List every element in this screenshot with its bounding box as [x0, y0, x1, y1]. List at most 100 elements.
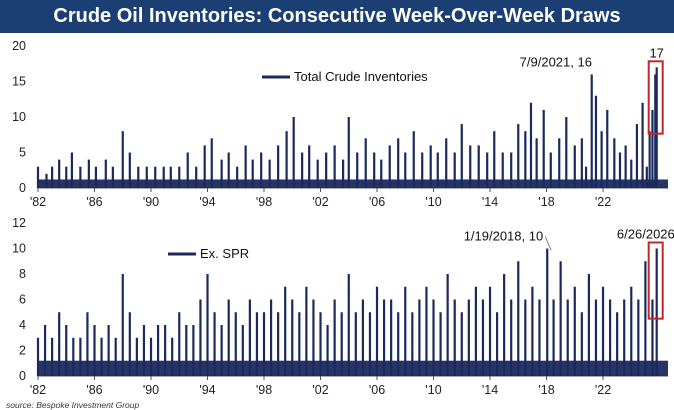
series-bar [601, 286, 605, 376]
series-bar [234, 312, 237, 376]
series-bar [145, 166, 148, 188]
series-bar [573, 286, 576, 376]
series-bar [542, 109, 545, 188]
y-tick-label: 2 [19, 344, 26, 358]
y-tick-label: 20 [12, 39, 26, 53]
series-bar [624, 145, 627, 188]
annotation-label: 7/9/2021, 16 [520, 54, 592, 69]
series-bar [566, 299, 569, 376]
total-crude-chart: 0 5 10 15 20 '82 '86 '90 '94 '98 '02 '06 '10 '14 '18 '2… [0, 36, 674, 206]
series-bar [382, 299, 386, 376]
series-bar [121, 274, 124, 376]
series-bar [524, 299, 527, 376]
series-bar [429, 145, 432, 188]
series-bar [79, 166, 82, 188]
series-bar [645, 166, 648, 188]
series-bar [364, 138, 367, 188]
series-bar [453, 152, 456, 188]
series-bar [137, 166, 140, 188]
series-bar [171, 337, 174, 376]
y-tick-label: 12 [12, 216, 26, 230]
y-tick-label: 4 [19, 318, 26, 332]
series-bar [169, 166, 172, 188]
series-bar [618, 152, 622, 188]
series-bar [446, 274, 449, 376]
highlight-box [647, 241, 664, 320]
series-bar [411, 312, 414, 376]
series-bar [477, 145, 480, 188]
series-bar [316, 159, 319, 188]
series-bar [51, 166, 54, 188]
series-bar [72, 337, 75, 376]
series-bar [517, 124, 520, 188]
series-bar [58, 159, 61, 188]
series-bar [635, 124, 639, 188]
series-bar [135, 337, 138, 376]
series-bar [333, 299, 336, 376]
series-bar [460, 312, 463, 376]
series-bar [655, 248, 658, 376]
series-bar [236, 166, 239, 188]
series-bar [580, 312, 583, 376]
series-bar [244, 145, 247, 188]
series-bar [587, 274, 590, 376]
series-bar [292, 117, 295, 188]
series-bar [260, 152, 263, 188]
y-tick-label: 0 [19, 369, 26, 383]
series-bar [495, 312, 499, 376]
series-bar [425, 286, 428, 376]
series-bar [277, 312, 280, 376]
series-bar [453, 299, 456, 376]
series-bar [535, 138, 538, 188]
annotation-label: 6/26/2026, 10 [617, 227, 674, 242]
series-bar [255, 312, 259, 376]
series-bar [354, 312, 357, 376]
series-bar [93, 325, 96, 376]
series-bar [319, 312, 322, 376]
series-bar [445, 138, 448, 188]
legend-label: Total Crude Inventories [294, 69, 428, 84]
series-bar [227, 152, 230, 188]
source-note: source: Bespoke Investment Group [6, 400, 140, 410]
series-bar [185, 325, 188, 376]
x-tick-label: '02 [312, 383, 328, 397]
x-tick-label: '90 [143, 383, 159, 397]
total-crude-chart-svg: 0 5 10 15 20 '82 '86 '90 '94 '98 '02 '06 '10 '14 '18 '2… [12, 39, 668, 206]
series-bar [565, 117, 568, 188]
series-bar [524, 131, 527, 188]
series-bar [154, 166, 157, 188]
series-bar [529, 102, 533, 188]
ex-spr-chart: 0 2 4 6 8 10 12 '82 '86 '90 '94 '98 '02 '06 '10 '14 '18 '… [0, 213, 674, 398]
series-bar [590, 74, 593, 188]
x-tick-label: '18 [538, 383, 554, 397]
series-bar [361, 299, 364, 376]
series-bar [469, 145, 472, 188]
series-bar [648, 131, 651, 188]
series-bar [104, 159, 107, 188]
y-tick-label: 5 [19, 146, 26, 160]
y-tick-label: 6 [19, 293, 26, 307]
series-bar [192, 325, 195, 376]
series-bar [142, 325, 146, 376]
series-bar [356, 152, 359, 188]
series-bar [510, 299, 513, 376]
series-bar [128, 312, 131, 376]
series-bar [100, 337, 103, 376]
y-tick-label: 10 [12, 242, 26, 256]
series-bar [195, 166, 198, 188]
series-bar [111, 166, 114, 188]
series-bar [594, 95, 598, 188]
x-tick-label: '02 [312, 195, 328, 206]
series-bar [608, 299, 612, 376]
x-tick-label: '82 [30, 383, 46, 397]
series-bar [644, 261, 647, 376]
series-bar [388, 145, 391, 188]
series-bar [573, 145, 576, 188]
series-bar [347, 117, 350, 188]
x-tick-label: '22 [595, 383, 611, 397]
y-tick-label: 10 [12, 110, 26, 124]
series-bar [114, 337, 117, 376]
series-bar [301, 152, 304, 188]
series-bar [651, 299, 654, 376]
baseline-band [38, 179, 668, 188]
